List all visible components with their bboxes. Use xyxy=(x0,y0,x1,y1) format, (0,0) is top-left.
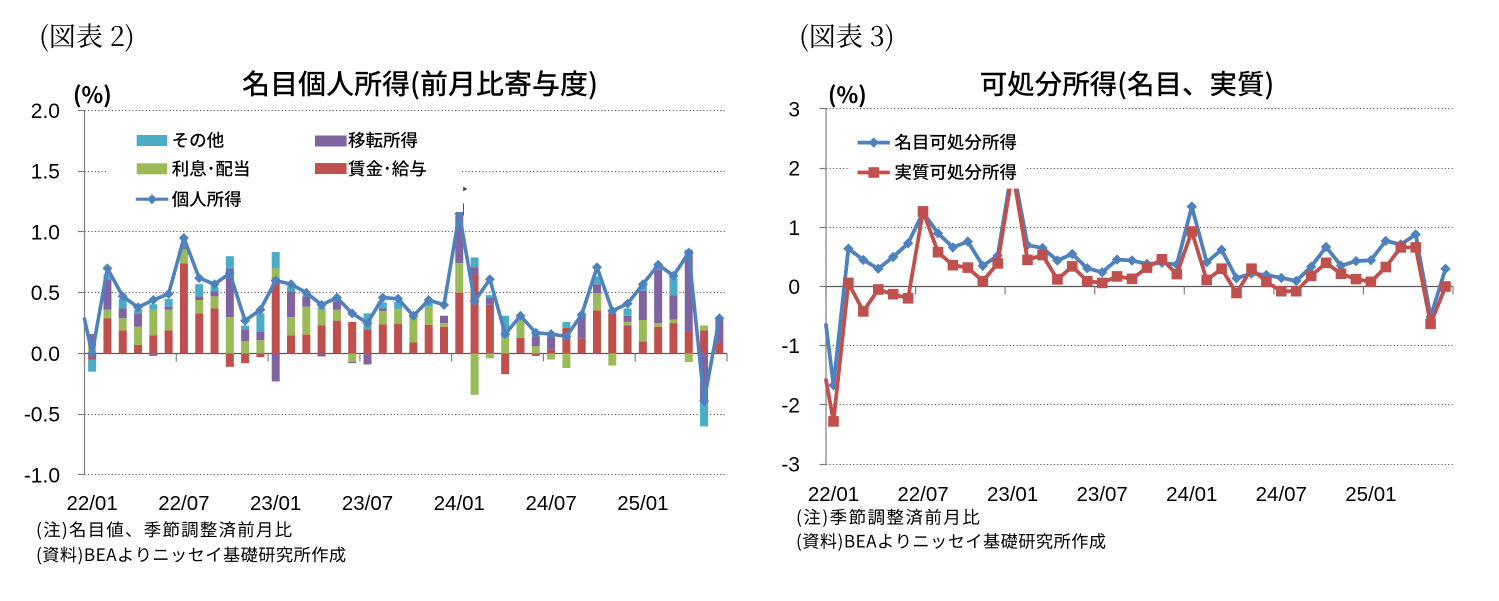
svg-text:25/01: 25/01 xyxy=(1345,483,1396,506)
svg-text:22/07: 22/07 xyxy=(158,492,209,515)
svg-text:23/01: 23/01 xyxy=(987,483,1038,506)
svg-text:2: 2 xyxy=(788,158,800,181)
svg-text:22/07: 22/07 xyxy=(897,483,948,506)
svg-text:0: 0 xyxy=(788,276,800,299)
svg-text:-1.0: -1.0 xyxy=(24,465,60,488)
svg-text:25/01: 25/01 xyxy=(617,492,668,515)
svg-text:-0.5: -0.5 xyxy=(24,404,60,427)
svg-text:1.5: 1.5 xyxy=(31,161,60,184)
svg-text:2.0: 2.0 xyxy=(31,100,60,123)
svg-text:0.0: 0.0 xyxy=(31,343,60,366)
svg-text:23/07: 23/07 xyxy=(342,492,393,515)
svg-text:1: 1 xyxy=(788,217,800,240)
svg-text:22/01: 22/01 xyxy=(808,483,859,506)
svg-text:-2: -2 xyxy=(781,394,800,417)
svg-text:23/07: 23/07 xyxy=(1077,483,1128,506)
svg-text:24/01: 24/01 xyxy=(434,492,485,515)
svg-text:22/01: 22/01 xyxy=(66,492,117,515)
svg-text:23/01: 23/01 xyxy=(250,492,301,515)
svg-text:24/07: 24/07 xyxy=(525,492,576,515)
svg-text:0.5: 0.5 xyxy=(31,282,60,305)
svg-text:24/01: 24/01 xyxy=(1166,483,1217,506)
svg-text:-1: -1 xyxy=(781,335,800,358)
svg-text:-3: -3 xyxy=(781,454,800,477)
svg-text:24/07: 24/07 xyxy=(1256,483,1307,506)
svg-text:3: 3 xyxy=(788,99,800,122)
svg-text:1.0: 1.0 xyxy=(31,221,60,244)
